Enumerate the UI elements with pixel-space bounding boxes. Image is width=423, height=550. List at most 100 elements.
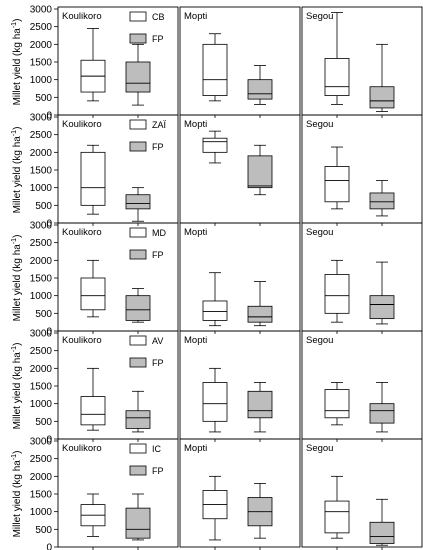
legend-swatch-fp <box>129 33 147 44</box>
iqr-box <box>202 137 228 153</box>
iqr-box <box>369 192 395 210</box>
figure-row-5: 0 500 1000 1500 2000 2500 3000 Millet yield (kg… <box>11 437 423 550</box>
panel-segou: Segou <box>301 438 423 550</box>
iqr-box <box>80 151 106 206</box>
panel-title: Mopti <box>184 119 207 130</box>
panel-frame <box>57 114 179 224</box>
panel-frame <box>301 438 423 548</box>
legend: CB FP <box>129 11 165 44</box>
panel-koulikoro: Koulikoro IC FP <box>57 438 179 550</box>
figure-row-2: 0 500 1000 1500 2000 2500 3000 Millet yield (kg… <box>11 113 423 230</box>
panel-title: Mopti <box>184 227 207 238</box>
plot-root: 0 500 1000 1500 2000 2500 3000 Millet yield (kg… <box>11 5 423 550</box>
legend-swatch-treatment <box>129 335 147 346</box>
box-md <box>324 259 350 323</box>
iqr-box <box>324 389 350 419</box>
y-tick-label: 0 <box>46 327 52 338</box>
box-cb <box>80 28 106 102</box>
figure-row-4: 0 500 1000 1500 2000 2500 3000 Millet yield (kg… <box>11 329 423 446</box>
panel-frame <box>179 114 301 224</box>
legend-label-treatment: MD <box>152 228 166 238</box>
legend-label-fp: FP <box>152 34 164 44</box>
panel-koulikoro: Koulikoro MD FP <box>57 222 179 334</box>
y-tick-label: 2000 <box>30 148 53 159</box>
legend-swatch-fp <box>129 249 147 260</box>
y-axis-label: Millet yield (kg ha-1) <box>11 127 23 214</box>
y-tick-label: 500 <box>35 93 52 104</box>
box-ic <box>80 493 106 537</box>
box-fp <box>247 144 273 196</box>
y-tick-label: 1000 <box>30 399 53 410</box>
panel-frame <box>301 330 423 440</box>
y-tick-label: 1000 <box>30 183 53 194</box>
iqr-box <box>202 300 228 321</box>
legend: ZAÏ FP <box>129 119 167 152</box>
box-zaï <box>202 130 228 164</box>
y-tick-label: 2500 <box>30 238 53 249</box>
legend-label-fp: FP <box>152 250 164 260</box>
legend-swatch-fp <box>129 141 147 152</box>
panel-mopti: Mopti <box>179 6 301 118</box>
y-axis-label: Millet yield (kg ha-1) <box>11 451 23 538</box>
legend-label-treatment: AV <box>152 336 163 346</box>
y-tick-label: 500 <box>35 309 52 320</box>
y-tick-label: 500 <box>35 525 52 536</box>
iqr-box <box>324 500 350 534</box>
panel-koulikoro: Koulikoro ZAÏ FP <box>57 114 179 226</box>
panel-title: Mopti <box>184 443 207 454</box>
figure-row-3: 0 500 1000 1500 2000 2500 3000 Millet yield (kg… <box>11 221 423 338</box>
y-tick-label: 1500 <box>30 166 53 177</box>
panel-frame <box>301 114 423 224</box>
legend-swatch-treatment <box>129 443 147 454</box>
panel-title: Koulikoro <box>62 227 102 238</box>
panel-title: Segou <box>306 227 333 238</box>
iqr-box <box>80 277 106 311</box>
panel-frame <box>301 6 423 116</box>
panel-title: Segou <box>306 119 333 130</box>
y-tick-label: 1500 <box>30 58 53 69</box>
legend-swatch-treatment <box>129 119 147 130</box>
panel-mopti: Mopti <box>179 114 301 226</box>
box-fp <box>247 382 273 433</box>
iqr-box <box>202 43 228 96</box>
panel-title: Segou <box>306 335 333 346</box>
panel-frame <box>179 330 301 440</box>
box-fp <box>247 482 273 539</box>
box-zaï <box>324 146 350 210</box>
legend: MD FP <box>129 227 166 260</box>
box-fp <box>125 288 151 323</box>
box-fp <box>369 43 395 112</box>
panel-frame <box>301 222 423 332</box>
panel-segou: Segou <box>301 114 423 226</box>
y-axis-label: Millet yield (kg ha-1) <box>11 235 23 322</box>
y-tick-label: 1500 <box>30 382 53 393</box>
y-tick-label: 3000 <box>30 329 53 340</box>
box-ic <box>324 475 350 539</box>
legend-swatch-treatment <box>129 11 147 22</box>
y-tick-label: 0 <box>46 435 52 446</box>
y-tick-label: 0 <box>46 111 52 122</box>
box-fp <box>369 180 395 217</box>
iqr-box <box>369 86 395 109</box>
panel-segou: Segou <box>301 222 423 334</box>
panel-title: Segou <box>306 443 333 454</box>
legend-swatch-fp <box>129 465 147 476</box>
iqr-box <box>247 79 273 100</box>
legend-swatch-treatment <box>129 227 147 238</box>
iqr-box <box>324 58 350 96</box>
box-av <box>324 382 350 426</box>
legend: AV FP <box>129 335 164 368</box>
y-tick-label: 3000 <box>30 221 53 232</box>
y-axis-label: Millet yield (kg ha-1) <box>11 343 23 430</box>
y-tick-label: 2500 <box>30 130 53 141</box>
y-tick-label: 2000 <box>30 364 53 375</box>
iqr-box <box>125 61 151 93</box>
iqr-box <box>247 390 273 419</box>
panel-title: Koulikoro <box>62 11 102 22</box>
panel-frame <box>179 222 301 332</box>
y-tick-label: 2500 <box>30 454 53 465</box>
y-tick-label: 1500 <box>30 274 53 285</box>
legend-swatch-fp <box>129 357 147 368</box>
panel-segou: Segou <box>301 330 423 442</box>
legend: IC FP <box>129 443 164 476</box>
